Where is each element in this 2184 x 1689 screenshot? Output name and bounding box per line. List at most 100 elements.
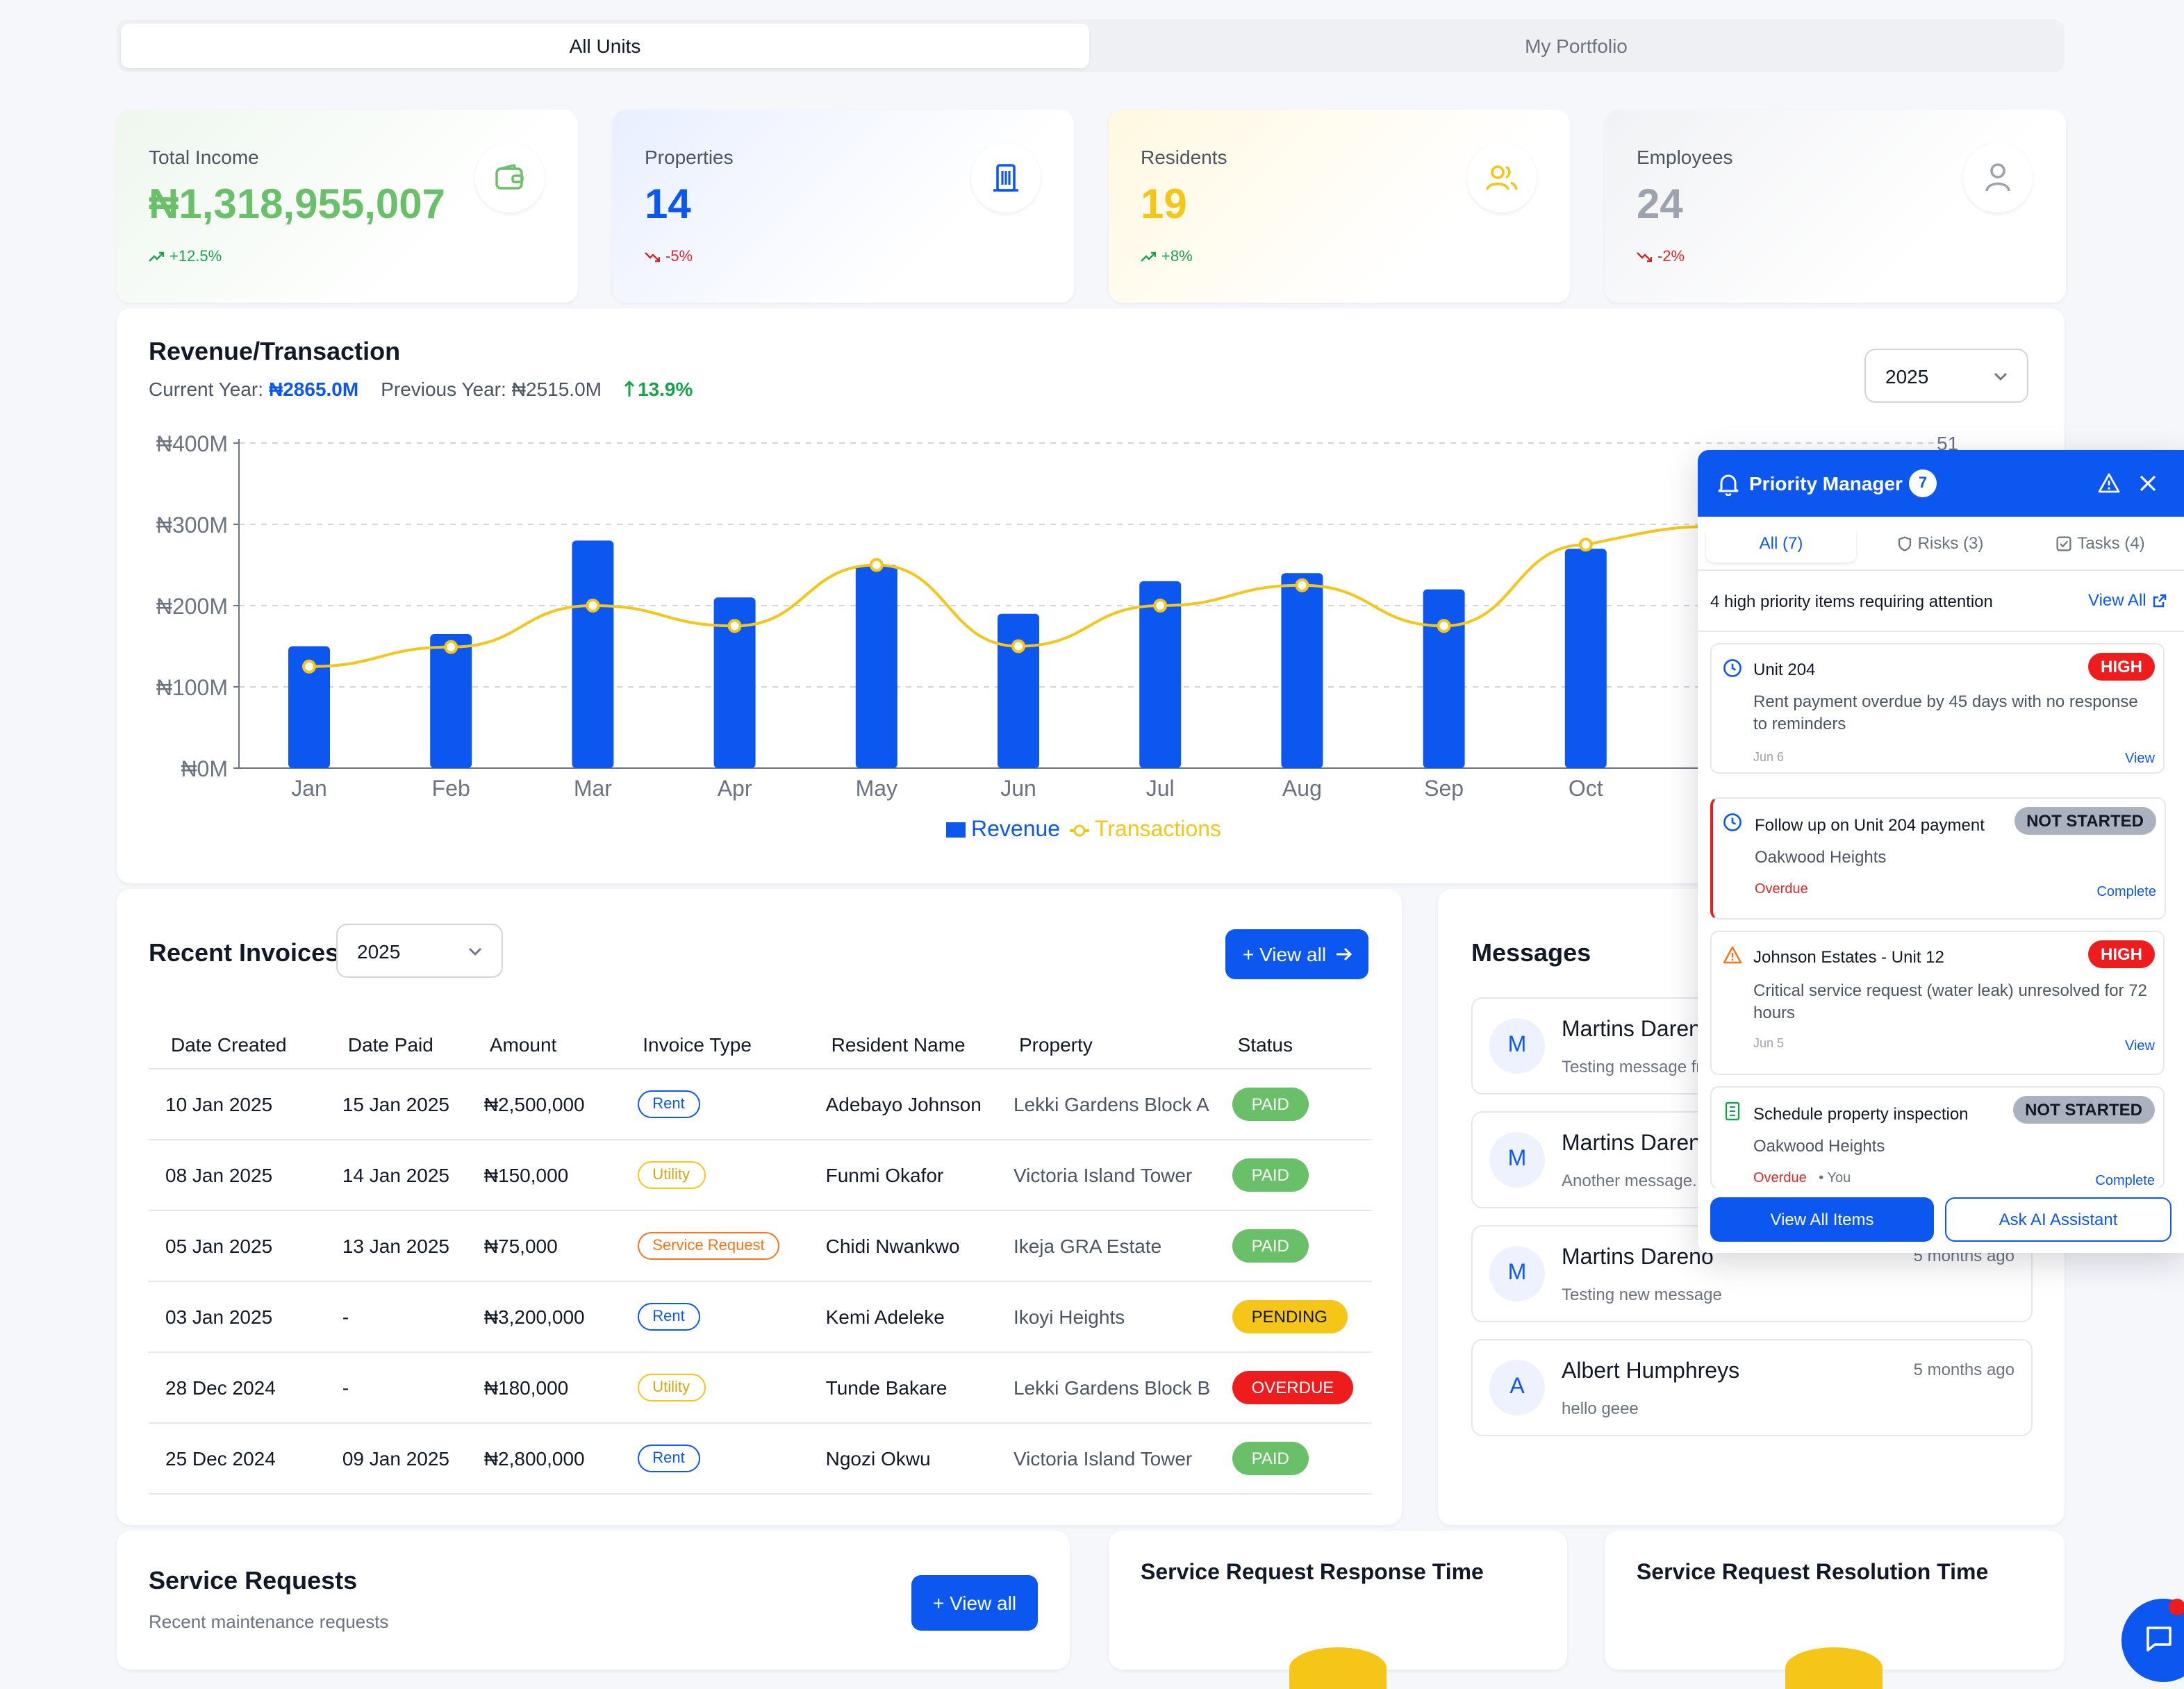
message-sender: Martins Dareno <box>1562 1132 1714 1156</box>
warning-icon <box>1723 946 1742 964</box>
priority-manager-header: Priority Manager 7 <box>1698 450 2184 517</box>
date-paid-cell: - <box>325 1281 468 1353</box>
view-all-label: View All <box>2088 590 2146 610</box>
checkbox-icon <box>2056 535 2071 551</box>
column-header: Property <box>996 1021 1216 1070</box>
service-requests-view-all-button[interactable]: + View all <box>911 1575 1038 1631</box>
status-badge: PAID <box>1232 1088 1309 1121</box>
stat-value: 24 <box>1637 182 1683 228</box>
amount-cell: ₦75,000 <box>467 1210 621 1282</box>
y-tick-label: ₦100M <box>156 675 228 700</box>
y-tick-label: ₦200M <box>156 594 228 619</box>
shield-icon <box>1898 535 1912 551</box>
priority-item-overdue: Overdue <box>1753 1171 1807 1186</box>
transaction-point <box>1578 538 1593 552</box>
invoice-type-cell: Service Request <box>620 1210 809 1282</box>
priority-tabs: All (7) Risks (3) Tasks (4) <box>1698 517 2184 571</box>
priority-item-desc: Rent payment overdue by 45 days with no … <box>1753 692 2138 733</box>
property-cell: Ikeja GRA Estate <box>996 1210 1216 1282</box>
table-row[interactable]: 28 Dec 2024- ₦180,000 Utility Tunde Bakare L… <box>149 1352 1371 1424</box>
stat-change-value: +8% <box>1161 249 1193 265</box>
priority-summary: 4 high priority items requiring attentio… <box>1710 592 1993 611</box>
priority-item[interactable]: Johnson Estates - Unit 12 HIGH Critical … <box>1710 931 2165 1075</box>
table-row[interactable]: 08 Jan 2025 14 Jan 2025 ₦150,000 Utility Fun… <box>149 1140 1371 1211</box>
priority-badge-high: HIGH <box>2088 653 2155 681</box>
date-paid-cell: 14 Jan 2025 <box>325 1140 468 1211</box>
stat-change: +12.5% <box>149 249 222 265</box>
legend-transactions-label: Transactions <box>1095 816 1221 841</box>
x-tick-label: Sep <box>1424 776 1464 801</box>
avatar: M <box>1489 1018 1545 1074</box>
revenue-bar <box>572 540 614 768</box>
message-item[interactable]: A Albert Humphreys hello geee 5 months ago <box>1471 1339 2033 1436</box>
tab-all-units[interactable]: All Units <box>121 24 1089 68</box>
priority-item-date: Jun 5 <box>1753 1036 1785 1050</box>
x-tick-label: Aug <box>1282 776 1322 801</box>
current-year-label: Current Year: <box>149 378 263 400</box>
chat-button[interactable] <box>2121 1599 2184 1682</box>
priority-item-assignee: • You <box>1819 1171 1851 1186</box>
stat-change: -2% <box>1637 249 1685 265</box>
stat-change-value: +12.5% <box>169 249 222 265</box>
close-icon[interactable] <box>2140 475 2156 492</box>
tab-all[interactable]: All (7) <box>1706 524 1856 563</box>
revenue-bar <box>1564 549 1607 768</box>
x-tick-label: Feb <box>432 776 470 801</box>
resident-name-cell: Kemi Adeleke <box>809 1281 997 1353</box>
stat-value: 19 <box>1141 182 1187 228</box>
invoice-type-badge: Rent <box>637 1090 700 1118</box>
clock-icon <box>1723 659 1742 677</box>
x-tick-label: Jun <box>1000 776 1036 801</box>
table-row[interactable]: 05 Jan 2025 13 Jan 2025 ₦75,000 Service Req… <box>149 1210 1371 1282</box>
transaction-point <box>727 619 742 633</box>
column-header: Resident Name <box>809 1021 997 1070</box>
table-row[interactable]: 25 Dec 2024 09 Jan 2025 ₦2,800,000 Rent Ngoz… <box>149 1423 1371 1495</box>
table-row[interactable]: 03 Jan 2025- ₦3,200,000 Rent Kemi Adeleke Ik… <box>149 1281 1371 1353</box>
user-icon <box>1963 143 2033 213</box>
ask-ai-button[interactable]: Ask AI Assistant <box>1945 1197 2171 1242</box>
column-header: Date Created <box>149 1021 326 1070</box>
priority-item[interactable]: Unit 204 HIGH Rent payment overdue by 45… <box>1710 643 2165 774</box>
table-row[interactable]: 10 Jan 2025 15 Jan 2025 ₦2,500,000 Rent Adeb… <box>149 1069 1371 1140</box>
avatar: A <box>1489 1360 1545 1415</box>
status-badge: OVERDUE <box>1232 1371 1354 1404</box>
tab-tasks-label: Tasks (4) <box>2077 533 2145 553</box>
priority-item[interactable]: Follow up on Unit 204 payment NOT STARTE… <box>1710 797 2166 920</box>
invoices-year-select[interactable]: 2025 <box>336 924 503 978</box>
revenue-bar <box>1139 581 1182 768</box>
priority-item-view-link[interactable]: View <box>2125 751 2155 767</box>
transaction-point <box>444 640 458 654</box>
warning-icon[interactable] <box>2098 472 2120 493</box>
revenue-year-select[interactable]: 2025 <box>1864 349 2028 403</box>
property-cell: Victoria Island Tower <box>996 1423 1216 1495</box>
priority-item[interactable]: Schedule property inspection NOT STARTED… <box>1710 1086 2165 1189</box>
view-all-link[interactable]: View All <box>2088 590 2167 610</box>
priority-footer: View All Items Ask AI Assistant <box>1698 1188 2184 1253</box>
tab-tasks[interactable]: Tasks (4) <box>2026 524 2176 563</box>
avatar: M <box>1489 1246 1545 1301</box>
invoice-type-cell: Rent <box>620 1069 809 1140</box>
priority-item-complete-link[interactable]: Complete <box>2095 1174 2155 1189</box>
priority-item-complete-link[interactable]: Complete <box>2096 885 2156 900</box>
view-all-items-button[interactable]: View All Items <box>1710 1197 1934 1242</box>
trend-down-icon <box>1637 252 1652 263</box>
invoices-view-all-button[interactable]: + View all <box>1225 929 1368 979</box>
resolution-time-title: Service Request Resolution Time <box>1637 1561 1989 1585</box>
priority-item-view-link[interactable]: View <box>2125 1039 2155 1054</box>
arrow-right-icon <box>1336 947 1352 961</box>
priority-item-desc: Critical service request (water leak) un… <box>1753 981 2147 1022</box>
tab-my-portfolio[interactable]: My Portfolio <box>1092 24 2060 68</box>
stat-card-total-income: Total Income ₦1,318,955,007 +12.5% <box>117 110 578 303</box>
tab-risks[interactable]: Risks (3) <box>1866 524 2016 563</box>
stat-value: ₦1,318,955,007 <box>149 182 446 228</box>
growth-value: 13.9% <box>637 378 693 400</box>
revenue-bar <box>288 646 330 768</box>
building-icon <box>971 143 1041 213</box>
table-body: 10 Jan 2025 15 Jan 2025 ₦2,500,000 Rent Adeb… <box>149 1069 1371 1495</box>
response-time-card: Service Request Response Time <box>1109 1531 1567 1689</box>
stat-card-properties: Properties 14 -5% <box>613 110 1074 303</box>
y-tick-label: ₦300M <box>156 513 228 538</box>
invoices-year-value: 2025 <box>357 940 401 962</box>
message-sender: Martins Dareno <box>1562 1246 1714 1270</box>
status-cell: OVERDUE <box>1215 1352 1371 1424</box>
